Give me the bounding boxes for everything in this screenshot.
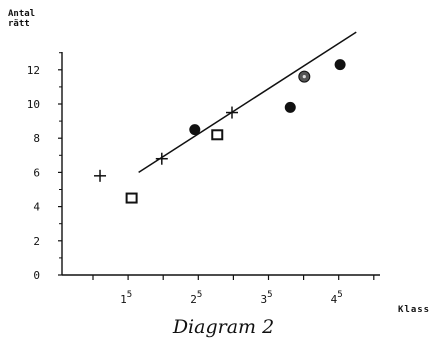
y-tick-label: 4 (33, 201, 40, 214)
chart-title: Diagram 2 (172, 316, 275, 338)
axes (61, 52, 380, 276)
y-axis-label-line-1: Antal (8, 9, 36, 19)
regression-line-group (138, 31, 357, 174)
plus-marker (225, 106, 238, 119)
filled-circle-marker (334, 59, 346, 71)
square-marker (125, 192, 138, 204)
y-tick-label: 2 (33, 235, 40, 248)
plus-marker (94, 169, 107, 182)
y-axis-label: Antal rätt (8, 9, 35, 29)
y-tick-label: 10 (27, 98, 40, 111)
x-tick-label: 45 (331, 290, 343, 306)
y-axis-ticks: 0 2 4 6 8 10 12 (27, 52, 62, 282)
x-tick-label: 25 (190, 290, 202, 306)
filled-circle-marker (284, 101, 296, 113)
y-tick-label: 12 (27, 64, 40, 77)
data-points (94, 59, 346, 204)
dotted-circle-center (302, 75, 306, 79)
x-axis-ticks: 15 25 35 45 (92, 275, 375, 306)
y-tick-label: 6 (33, 166, 40, 179)
regression-line (138, 31, 357, 174)
plus-marker (155, 152, 168, 165)
y-tick-label: 8 (33, 132, 40, 145)
filled-circle-marker (189, 124, 201, 136)
x-tick-label: 35 (260, 290, 272, 306)
x-axis-label: Klass (398, 305, 431, 315)
y-tick-label: 0 (33, 269, 40, 282)
square-marker (211, 129, 224, 141)
x-tick-label: 15 (120, 290, 132, 306)
y-axis-label-line-2: rätt (8, 19, 30, 29)
